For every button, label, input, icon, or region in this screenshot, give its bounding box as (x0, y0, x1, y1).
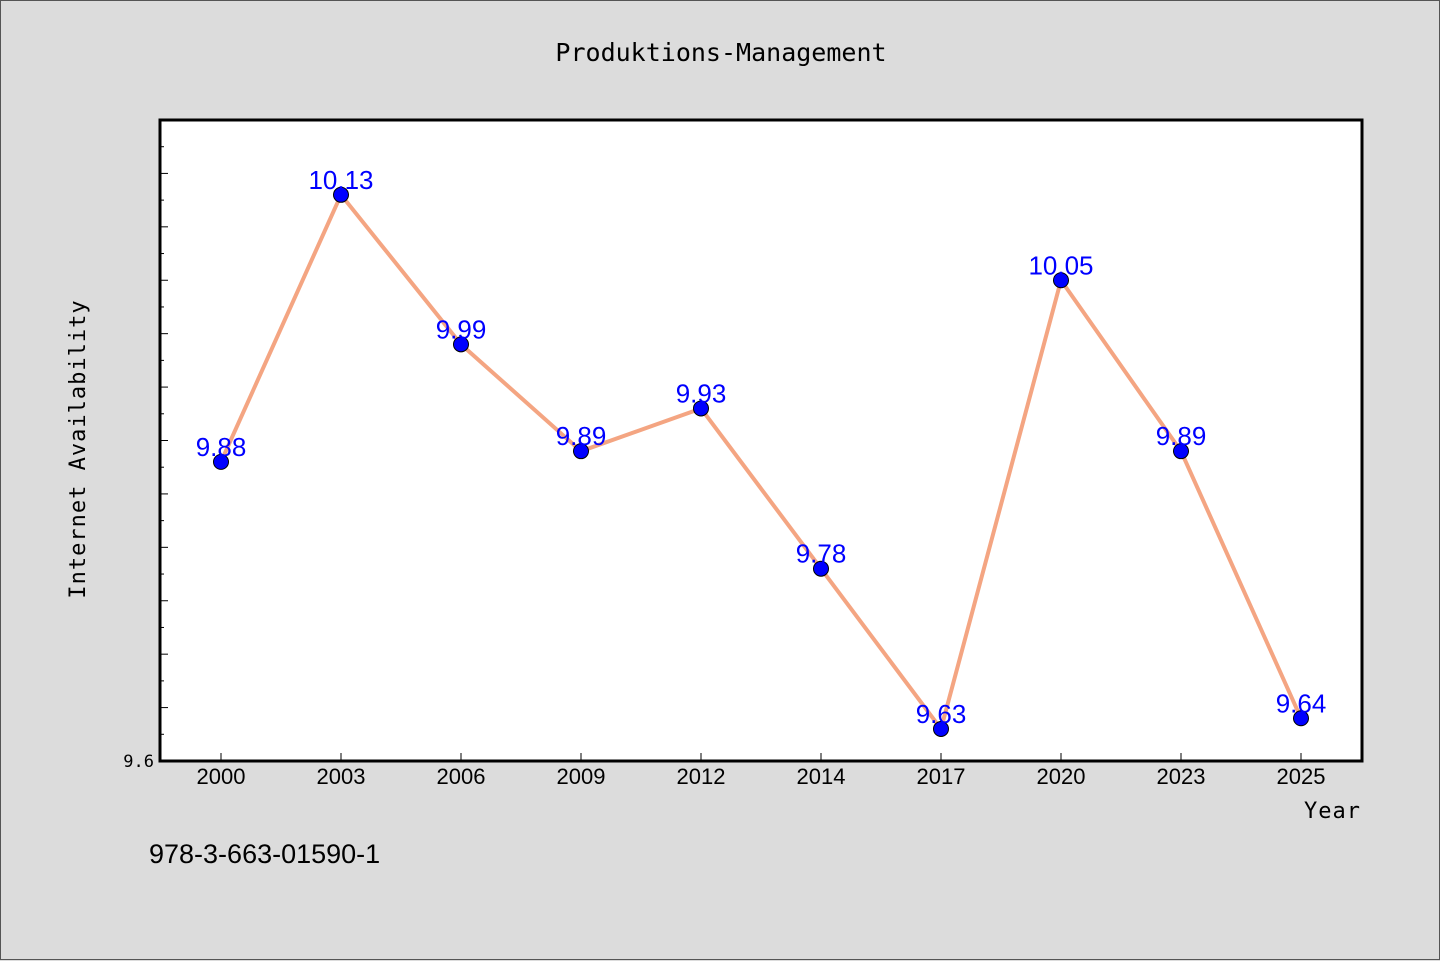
data-label: 9.89 (1156, 421, 1207, 451)
x-tick-label: 2003 (317, 764, 366, 789)
x-tick-label: 2009 (557, 764, 606, 789)
x-tick-label: 2025 (1277, 764, 1326, 789)
series-line (219, 192, 1303, 731)
data-point (933, 720, 949, 737)
data-point (1173, 443, 1189, 460)
plot-area (158, 118, 1364, 763)
data-point (213, 453, 229, 470)
x-tick-label: 2000 (197, 764, 246, 789)
data-point (1053, 272, 1069, 289)
data-point (573, 443, 589, 460)
data-point (333, 186, 349, 203)
x-axis-ticks: 2000 2003 2006 2009 2012 2014 2017 2020 2023 2025 (197, 753, 1326, 789)
data-label: 9.88 (196, 432, 247, 462)
x-tick-label: 2023 (1157, 764, 1206, 789)
data-label: 10.05 (1028, 250, 1093, 280)
data-label: 9.64 (1276, 688, 1327, 718)
data-point (1293, 710, 1309, 727)
data-point (693, 400, 709, 417)
chart-title: Produktions-Management (555, 38, 886, 67)
footer-isbn: 978-3-663-01590-1 (149, 839, 380, 869)
data-point (813, 560, 829, 577)
y-axis-label: Internet Availability (66, 299, 91, 598)
x-axis-label: Year (1304, 799, 1361, 824)
series-layer (213, 186, 1309, 737)
x-tick-label: 2014 (797, 764, 846, 789)
x-tick-label: 2020 (1037, 764, 1086, 789)
data-label: 9.78 (796, 539, 847, 569)
y-tick-label: 9.6 (123, 752, 154, 772)
data-label: 9.63 (916, 699, 967, 729)
x-tick-label: 2017 (917, 764, 966, 789)
data-label: 9.89 (556, 421, 607, 451)
data-labels-layer: 9.88 10.13 9.99 9.89 9.93 9.78 9.63 10.05 9.89 9.… (196, 165, 1327, 729)
y-axis-ticks: 9.6 (123, 119, 168, 772)
x-tick-label: 2012 (677, 764, 726, 789)
data-point (453, 336, 469, 353)
data-label: 9.93 (676, 378, 727, 408)
data-label: 10.13 (308, 165, 373, 195)
data-label: 9.99 (436, 314, 487, 344)
x-tick-label: 2006 (437, 764, 486, 789)
